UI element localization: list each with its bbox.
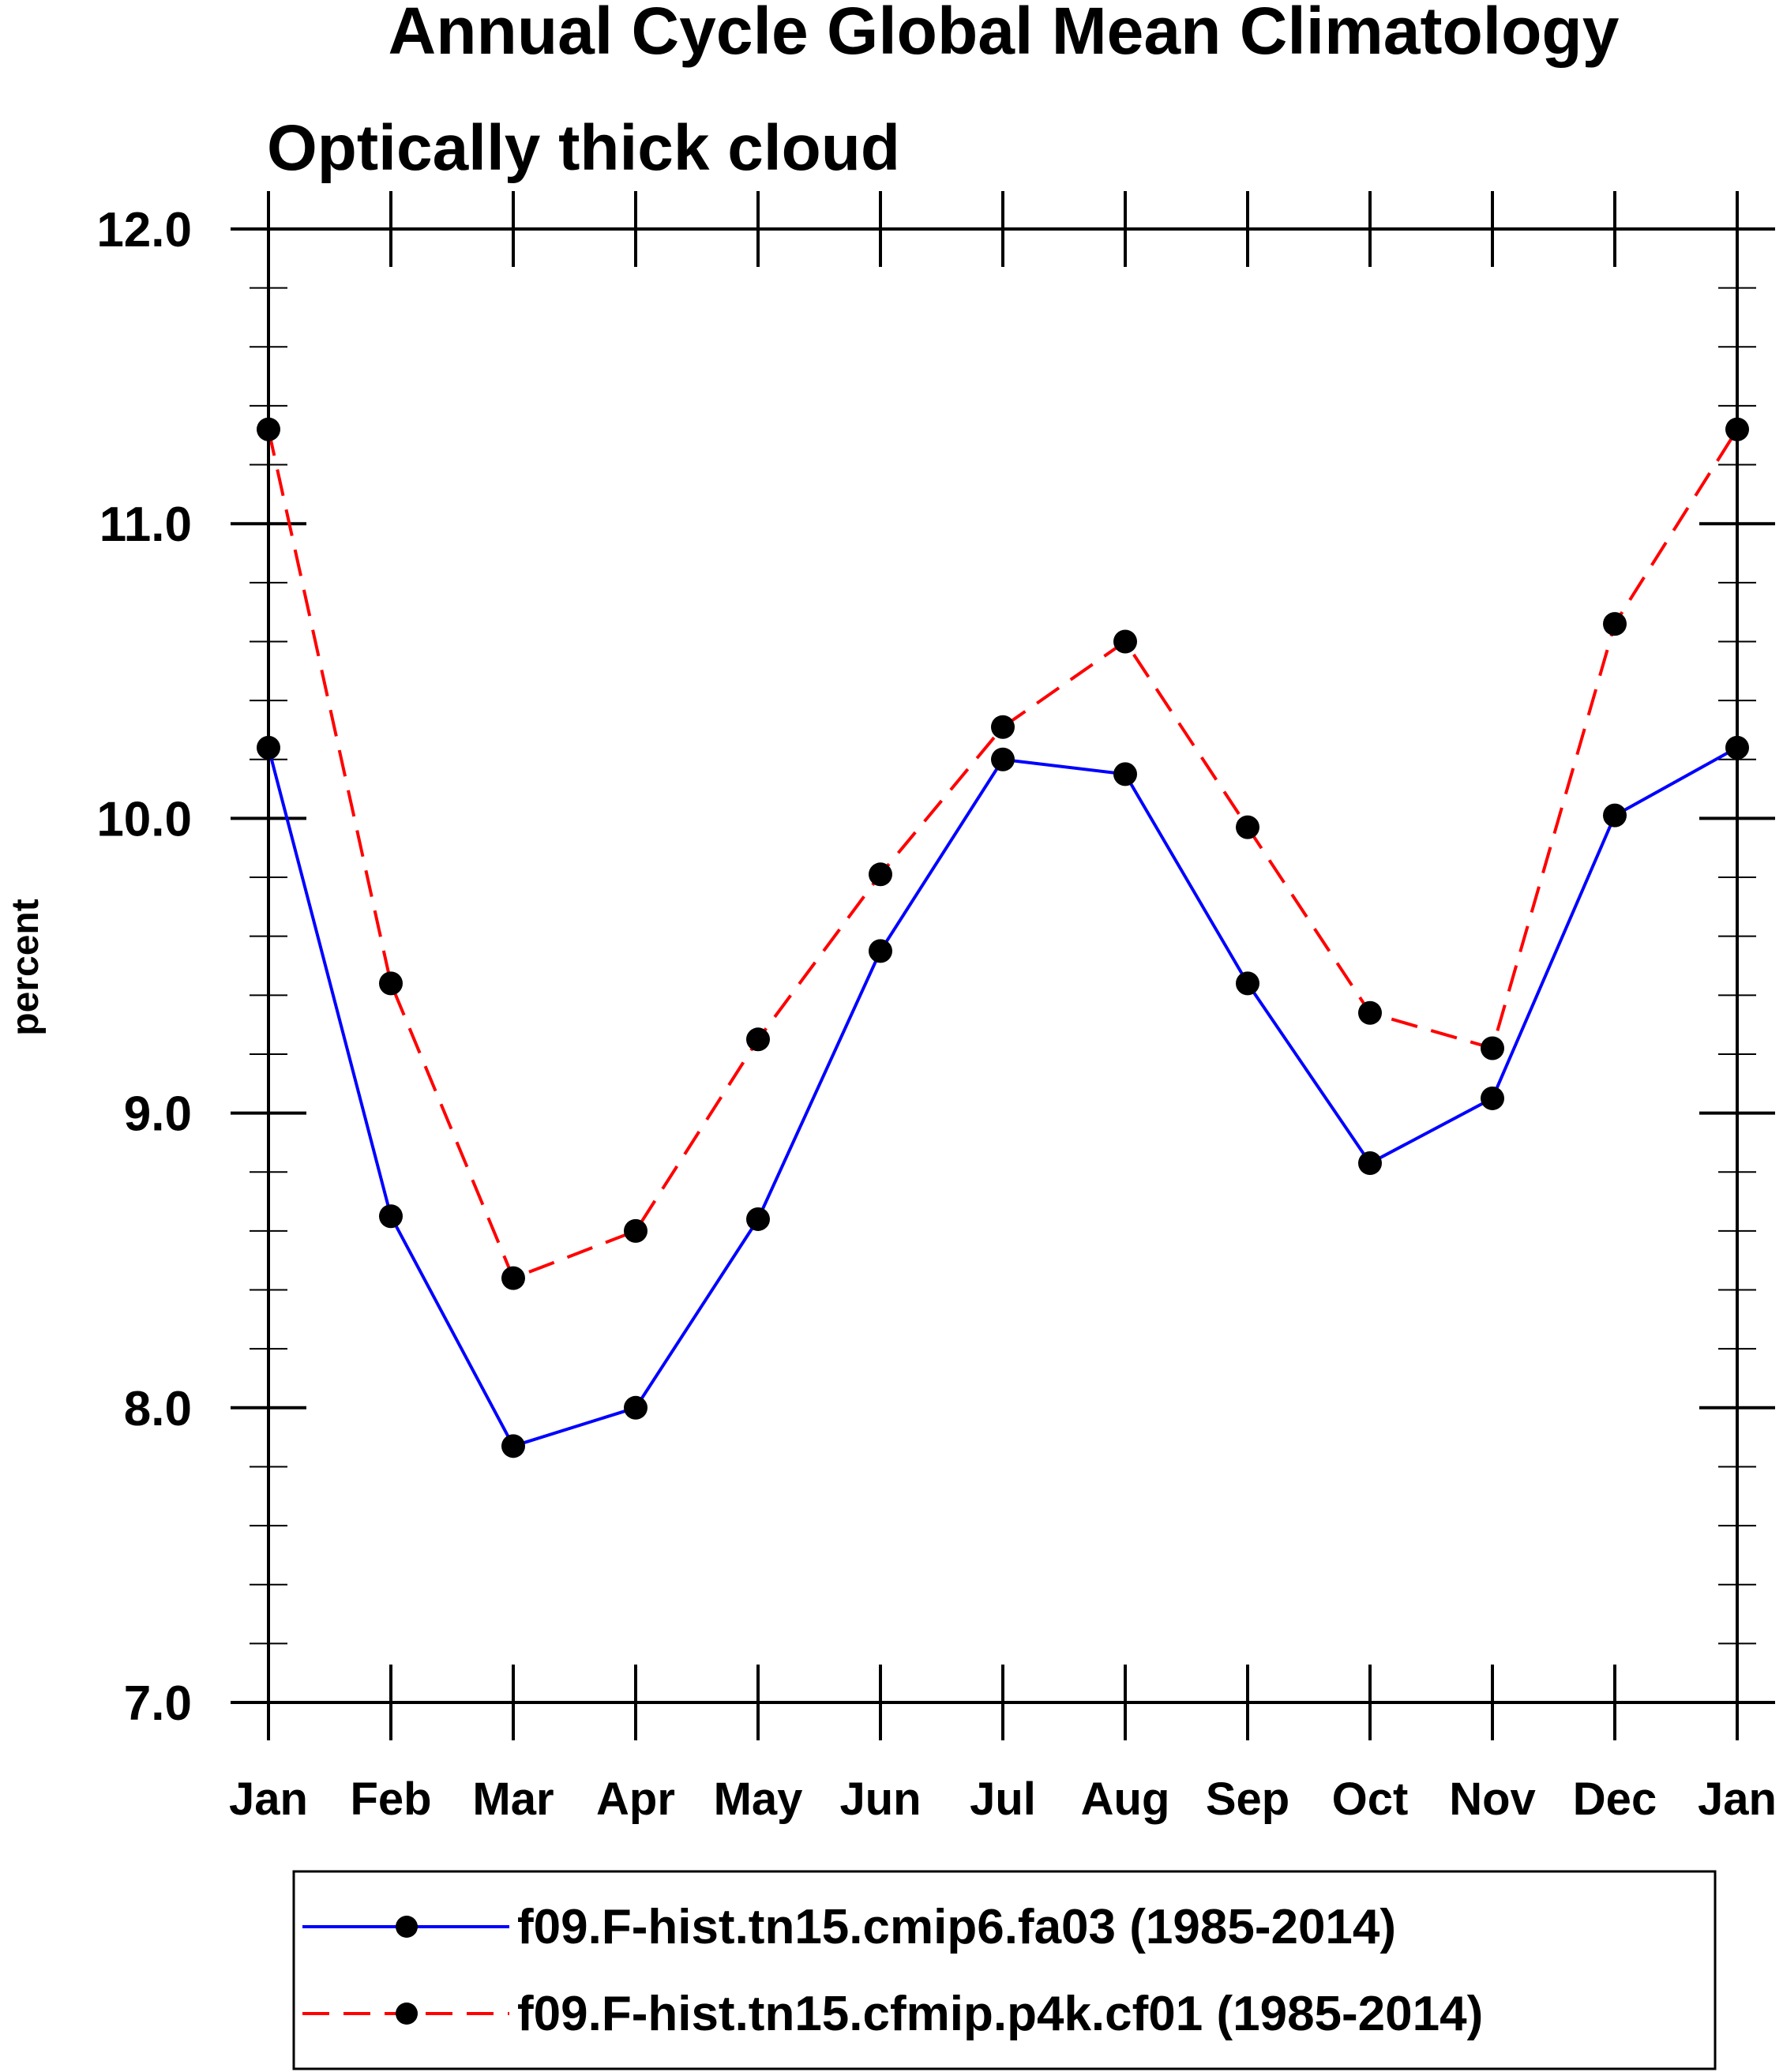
series-2-point xyxy=(379,971,403,996)
legend: f09.F-hist.tn15.cmip6.fa03 (1985-2014) f… xyxy=(292,1870,1717,2070)
x-tick-label: Jan xyxy=(1698,1774,1777,1825)
series-1-point xyxy=(501,1434,525,1458)
x-tick-label: Jun xyxy=(839,1774,921,1825)
x-tick-label: Nov xyxy=(1449,1774,1536,1825)
series-line-2 xyxy=(267,428,1739,1280)
series-1-point xyxy=(624,1395,648,1420)
series-1-point xyxy=(1113,762,1137,786)
series-layer xyxy=(257,417,1749,1458)
x-tick-label: Apr xyxy=(596,1774,675,1825)
series-1-point xyxy=(991,747,1015,771)
series-1-point xyxy=(1236,971,1259,996)
x-tick-label: Dec xyxy=(1573,1774,1657,1825)
major-ticks xyxy=(231,191,1775,1740)
x-tick-label: Jan xyxy=(229,1774,308,1825)
legend-marker-p4k xyxy=(396,2003,418,2025)
series-1-point xyxy=(1358,1151,1382,1176)
legend-marker-fa03 xyxy=(396,1916,418,1938)
y-tick-label: 9.0 xyxy=(124,1087,192,1142)
x-tick-label: Jul xyxy=(970,1774,1036,1825)
x-tick-label: Aug xyxy=(1081,1774,1170,1825)
series-2-point xyxy=(1113,629,1137,654)
series-2-point xyxy=(624,1218,648,1243)
series-2-point xyxy=(1236,815,1259,839)
legend-label-p4k: f09.F-hist.tn15.cfmip.p4k.cf01 (1985-201… xyxy=(517,1987,1483,2041)
x-tick-label: May xyxy=(714,1774,803,1825)
x-tick-label: Oct xyxy=(1332,1774,1409,1825)
chart-subtitle: Optically thick cloud xyxy=(267,112,900,184)
series-2-point xyxy=(869,862,892,887)
x-tick-label: Sep xyxy=(1206,1774,1289,1825)
y-tick-label: 8.0 xyxy=(124,1382,192,1436)
series-1-point xyxy=(746,1207,770,1231)
series-line-1 xyxy=(267,746,1738,1448)
y-tick-label: 12.0 xyxy=(96,203,192,257)
series-2-point xyxy=(1603,612,1627,636)
series-1-point xyxy=(1603,803,1627,828)
y-tick-label: 10.0 xyxy=(96,792,192,846)
tick-labels: 7.0 8.0 9.0 10.0 11.0 12.0 Jan Feb Mar Apr May Jun J… xyxy=(96,203,1777,1825)
legend-label-fa03: f09.F-hist.tn15.cmip6.fa03 (1985-2014) xyxy=(517,1900,1396,1954)
x-tick-label: Feb xyxy=(350,1774,431,1825)
plot-frame xyxy=(267,227,1739,1704)
series-2-point xyxy=(991,715,1015,739)
series-2-point xyxy=(501,1266,525,1290)
minor-ticks xyxy=(250,228,1756,1703)
series-1-point xyxy=(1481,1086,1504,1110)
y-tick-label: 7.0 xyxy=(124,1676,192,1731)
legend-box xyxy=(292,1870,1717,2070)
series-2-point xyxy=(1358,1000,1382,1025)
series-2-point xyxy=(746,1027,770,1052)
series-2-point xyxy=(1481,1036,1504,1060)
chart-title: Annual Cycle Global Mean Climatology xyxy=(389,0,1620,68)
series-1-point xyxy=(379,1204,403,1229)
y-axis-label: percent xyxy=(5,899,47,1035)
y-tick-label: 11.0 xyxy=(99,497,192,552)
series-1-point xyxy=(869,939,892,963)
x-tick-label: Mar xyxy=(472,1774,554,1825)
